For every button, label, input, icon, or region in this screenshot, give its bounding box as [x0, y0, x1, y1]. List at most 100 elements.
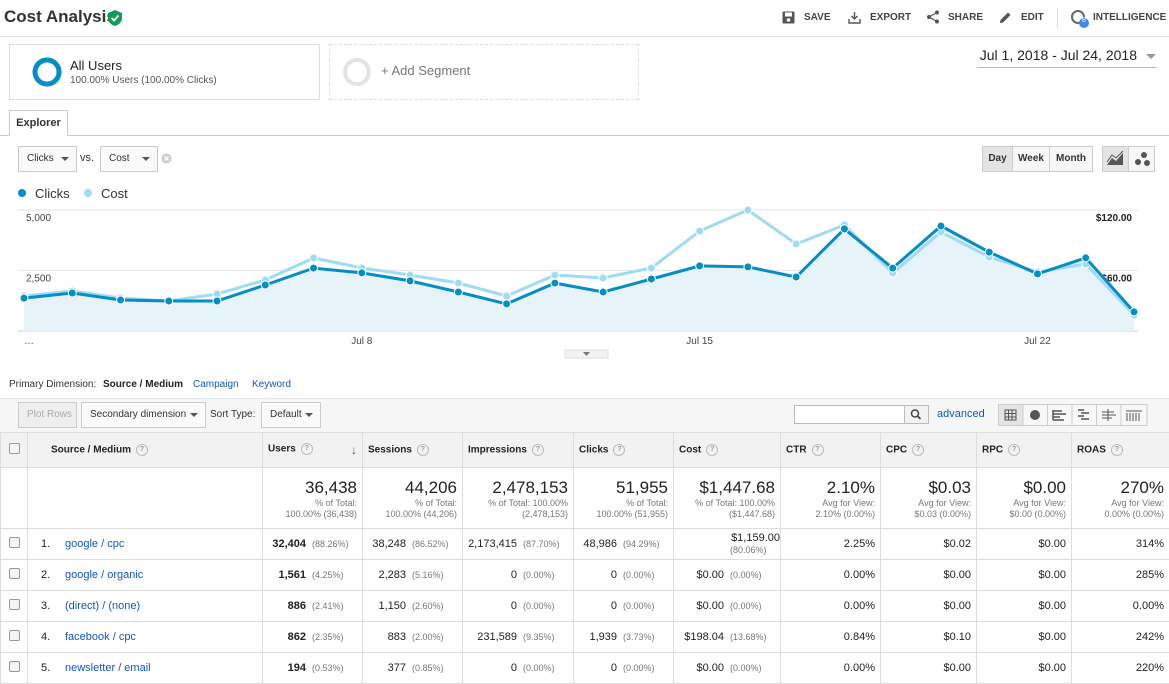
share-button[interactable]: SHARE: [948, 12, 984, 23]
header-cell[interactable]: CTR?: [780, 432, 881, 468]
date-caret[interactable]: [1146, 54, 1156, 59]
total-value: $1,447.68: [699, 478, 775, 497]
explorer-tab[interactable]: Explorer: [9, 110, 68, 136]
cell-share: (0.85%): [412, 663, 444, 673]
cell: $0.00 (0.00%): [673, 559, 781, 591]
point: [936, 221, 946, 231]
view-buttons[interactable]: [998, 404, 1148, 426]
cell-share: (5.16%): [412, 570, 444, 580]
checkbox[interactable]: [8, 568, 20, 579]
add-segment-card[interactable]: [329, 44, 639, 100]
checkbox[interactable]: [8, 661, 20, 672]
sort-type[interactable]: Default: [261, 402, 321, 428]
search-input[interactable]: [794, 405, 905, 424]
header-cell[interactable]: Users? ↓: [262, 432, 363, 468]
cell-value: $0.00: [1038, 631, 1066, 643]
checkbox[interactable]: [8, 630, 20, 641]
cell-share: (0.00%): [730, 601, 762, 611]
header-cell[interactable]: Sessions?: [362, 432, 463, 468]
checkbox[interactable]: [8, 443, 20, 454]
cell: 0.00%: [780, 590, 881, 622]
active-dimension[interactable]: Source / Medium: [103, 379, 184, 390]
header-cell[interactable]: ROAS?: [1071, 432, 1169, 468]
point: [1032, 269, 1042, 279]
cell-value: 0.84%: [843, 631, 875, 643]
cell-share: (9.35%): [523, 632, 555, 642]
row-label[interactable]: google / cpc: [65, 538, 125, 550]
cell: 0 (0.00%): [573, 559, 674, 591]
header-label: CTR: [786, 444, 807, 456]
save-icon[interactable]: [782, 11, 795, 24]
cell: 0 (0.00%): [462, 652, 574, 684]
point: [550, 278, 560, 288]
checkbox[interactable]: [8, 599, 20, 610]
export-button[interactable]: EXPORT: [870, 12, 912, 23]
header-cell[interactable]: Cost?: [673, 432, 781, 468]
intelligence-badge: 8: [1082, 17, 1086, 24]
row-index: 5.: [41, 662, 51, 674]
day-button[interactable]: Day: [982, 146, 1013, 172]
dimension-option[interactable]: Campaign: [193, 379, 239, 390]
date-range[interactable]: Jul 1, 2018 - Jul 24, 2018: [979, 47, 1137, 63]
edit-icon[interactable]: [999, 11, 1012, 24]
data-row: 3. (direct) / (none) 886 (2.41%) 1,150 (2.60%…: [0, 590, 1169, 622]
cell: $0.00: [880, 590, 977, 622]
row-label[interactable]: newsletter / email: [65, 662, 151, 674]
cell: [0, 559, 28, 591]
cell-value: $0.00: [943, 600, 971, 612]
secondary-metric[interactable]: Cost: [100, 146, 158, 172]
add-segment[interactable]: + Add Segment: [381, 63, 471, 78]
intelligence-button[interactable]: INTELLIGENCE: [1093, 12, 1167, 23]
point: [1081, 253, 1091, 263]
point: [453, 287, 463, 297]
cell-value: $0.00: [1038, 600, 1066, 612]
secondary-dimension[interactable]: Secondary dimension: [81, 402, 206, 428]
cell-value: 1,561: [278, 569, 306, 581]
row-label[interactable]: google / organic: [65, 569, 144, 581]
save-button[interactable]: SAVE: [804, 12, 831, 23]
cell: 38,248 (86.52%): [362, 528, 463, 560]
cell-share: (3.73%): [623, 632, 655, 642]
chart-resize-caret: [583, 352, 590, 356]
total-value: 36,438: [305, 478, 357, 497]
share-icon[interactable]: [926, 10, 940, 24]
header-cell[interactable]: Clicks?: [573, 432, 674, 468]
total-cell: 51,955% of Total: 100.00% (51,955): [573, 467, 674, 529]
total-value: 270%: [1120, 478, 1164, 497]
checkbox[interactable]: [8, 537, 20, 548]
cell-value: 0: [510, 569, 517, 581]
dimension-option[interactable]: Keyword: [252, 379, 291, 390]
chart-type-buttons[interactable]: [1102, 146, 1155, 172]
search-button[interactable]: [904, 405, 929, 424]
segment-card[interactable]: [9, 44, 320, 100]
week-button[interactable]: Week: [1012, 146, 1050, 172]
cell-share: (0.00%): [623, 570, 655, 580]
y-tick-label: 2,500: [26, 274, 51, 285]
row-label[interactable]: facebook / cpc: [65, 631, 136, 643]
header-cell[interactable]: CPC?: [880, 432, 977, 468]
header-cell[interactable]: RPC?: [976, 432, 1072, 468]
header-cell[interactable]: Source / Medium?: [27, 432, 263, 468]
legend-marker: [84, 189, 92, 197]
cell: 231,589 (9.35%): [462, 621, 574, 653]
edit-button[interactable]: EDIT: [1021, 12, 1044, 23]
header-cell[interactable]: Impressions?: [462, 432, 574, 468]
intelligence-icon[interactable]: [1070, 9, 1090, 29]
primary-metric[interactable]: Clicks: [18, 146, 77, 172]
cell-share: (87.70%): [523, 539, 560, 549]
total-cell: 2,478,153% of Total: 100.00% (2,478,153): [462, 467, 574, 529]
cell: 1,939 (3.73%): [573, 621, 674, 653]
cell-share: (0.00%): [523, 601, 555, 611]
point: [888, 263, 898, 273]
total-note: Avg for View: 2.10% (0.00%): [815, 498, 875, 519]
cell: 314%: [1071, 528, 1169, 560]
remove-metric[interactable]: [161, 153, 172, 164]
point: [502, 291, 512, 301]
month-button[interactable]: Month: [1049, 146, 1093, 172]
point: [212, 296, 222, 306]
plot-rows-button[interactable]: Plot Rows: [18, 402, 77, 428]
export-icon[interactable]: [848, 11, 861, 24]
advanced-link[interactable]: advanced: [937, 408, 985, 420]
row-label[interactable]: (direct) / (none): [65, 600, 141, 612]
cell: $0.00: [880, 652, 977, 684]
